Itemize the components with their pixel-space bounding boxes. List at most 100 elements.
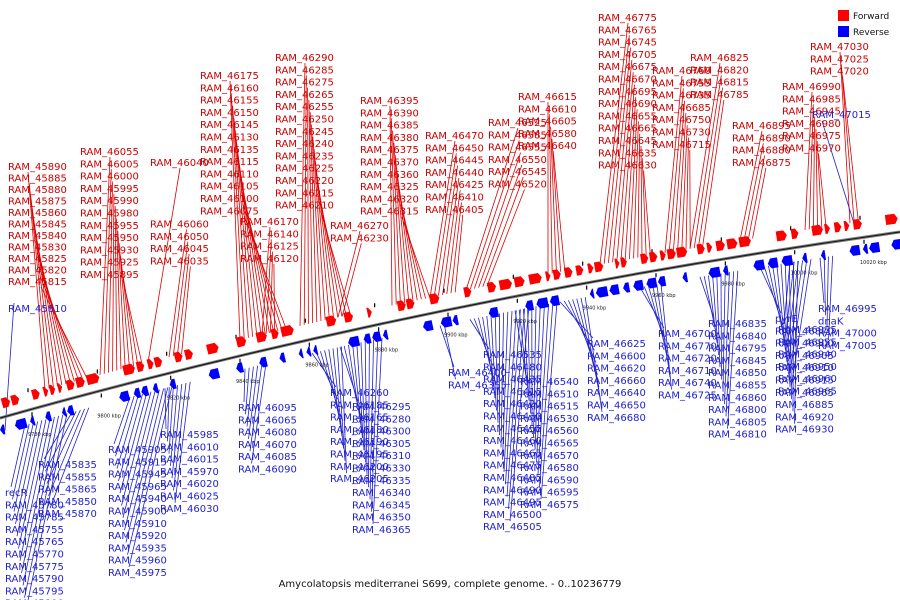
reverse-gene-label: RAM_46960 — [778, 374, 837, 385]
reverse-gene-label: RAM_46065 — [238, 415, 297, 426]
forward-gene-arrow — [270, 328, 279, 340]
forward-gene-label: RAM_46525 — [488, 118, 547, 129]
reverse-leader-line — [724, 272, 730, 405]
forward-leader-line — [311, 124, 322, 322]
forward-gene-label: RAM_46705 — [598, 50, 657, 61]
forward-gene-arrow — [706, 242, 713, 253]
forward-gene-label: RAM_46555 — [488, 143, 547, 154]
reverse-gene-label: RAM_45835 — [38, 460, 97, 471]
forward-gene-label: RAM_45990 — [80, 196, 139, 207]
reverse-gene-label: RAM_46565 — [520, 439, 579, 450]
forward-gene-arrow — [843, 220, 850, 232]
reverse-gene-label: RAM_45800 — [5, 599, 64, 600]
forward-gene-arrow — [563, 267, 573, 278]
reverse-gene-label: RAM_46200 — [330, 462, 389, 473]
tick-label: 10020 kbp — [860, 260, 887, 266]
forward-gene-label: RAM_46390 — [360, 108, 419, 119]
forward-gene-label: RAM_45815 — [8, 277, 67, 288]
forward-gene-label: RAM_46245 — [275, 127, 334, 138]
forward-gene-arrow — [463, 286, 472, 298]
forward-leader-line — [469, 140, 520, 290]
reverse-gene-label: RAM_45850 — [38, 497, 97, 508]
forward-gene-arrow — [775, 230, 787, 242]
reverse-leader-line — [533, 306, 537, 438]
reverse-leader-line — [772, 265, 786, 350]
forward-gene-arrow — [715, 240, 725, 252]
tick-label: 9800 kbp — [97, 414, 121, 420]
reverse-leader-line — [722, 272, 726, 392]
forward-gene-arrow — [183, 349, 193, 360]
forward-gene-label: RAM_46210 — [275, 201, 334, 212]
reverse-leader-line — [170, 384, 178, 466]
reverse-leader-line — [776, 264, 788, 363]
forward-leader-line — [117, 230, 126, 369]
forward-gene-arrow — [153, 356, 163, 368]
forward-leader-line — [616, 72, 634, 262]
forward-leader-line — [752, 167, 767, 239]
forward-leader-line — [103, 169, 112, 374]
forward-leader-line — [681, 125, 688, 251]
forward-gene-label: RAM_45860 — [8, 208, 67, 219]
reverse-leader-line — [19, 418, 51, 561]
forward-gene-label: RAM_46890 — [732, 133, 791, 144]
forward-gene-label: RAM_46765 — [598, 25, 657, 36]
reverse-gene-label: RAM_46180 — [330, 425, 389, 436]
forward-gene-label: RAM_46405 — [425, 205, 484, 216]
reverse-leader-line — [341, 346, 347, 474]
reverse-gene-label: RAM_46195 — [330, 450, 389, 461]
forward-leader-line — [392, 130, 401, 304]
reverse-gene-label: RAM_46600 — [587, 351, 646, 362]
forward-gene-label: RAM_46235 — [275, 151, 334, 162]
forward-gene-label: RAM_46240 — [275, 139, 334, 150]
forward-leader-line — [637, 133, 641, 258]
forward-gene-label: RAM_46255 — [275, 102, 334, 113]
forward-gene-label: RAM_45880 — [8, 185, 67, 196]
forward-leader-line — [599, 22, 629, 265]
reverse-gene-arrow — [15, 417, 28, 430]
reverse-gene-label: RAM_46910 — [775, 363, 834, 374]
reverse-gene-arrow — [133, 387, 142, 399]
forward-gene-label: RAM_46690 — [598, 99, 657, 110]
reverse-leader-line — [508, 308, 525, 509]
reverse-leader-line — [823, 257, 826, 316]
reverse-leader-line — [523, 308, 530, 401]
reverse-gene-arrow — [708, 266, 721, 278]
forward-leader-line — [40, 286, 88, 379]
reverse-leader-line — [113, 396, 131, 445]
reverse-gene-label: RAM_46530 — [520, 414, 579, 425]
reverse-leader-line — [786, 261, 799, 349]
reverse-leader-line — [792, 261, 794, 412]
reverse-gene-label: RAM_47015 — [812, 110, 871, 121]
forward-gene-label: RAM_46825 — [690, 53, 749, 64]
forward-gene-arrow — [552, 269, 561, 280]
reverse-gene-label: RAM_46335 — [352, 476, 411, 487]
reverse-leader-line — [794, 261, 799, 424]
reverse-gene-label: RAM_46515 — [520, 402, 579, 413]
forward-leader-line — [685, 137, 689, 250]
reverse-gene-arrow — [67, 405, 75, 416]
forward-leader-line — [398, 192, 422, 300]
reverse-leader-line — [443, 324, 456, 380]
reverse-gene-label: RAM_46595 — [520, 488, 579, 499]
reverse-gene-label: RAM_45765 — [5, 537, 64, 548]
reverse-gene-label: RAM_46800 — [708, 405, 767, 416]
forward-gene-label: RAM_46125 — [240, 242, 299, 253]
reverse-gene-label: RAM_46420 — [483, 399, 542, 410]
reverse-gene-label: RAM_46490 — [483, 485, 542, 496]
reverse-gene-label: RAM_46485 — [483, 473, 542, 484]
reverse-gene-label: RAM_46570 — [520, 451, 579, 462]
reverse-gene-label: RAM_45870 — [38, 509, 97, 520]
forward-gene-label: RAM_46050 — [150, 232, 209, 243]
reverse-gene-label: RAM_46165 — [330, 413, 389, 424]
reverse-gene-label: RAM_46015 — [160, 455, 219, 466]
reverse-gene-arrow — [609, 284, 620, 296]
reverse-leader-line — [174, 381, 191, 503]
forward-leader-line — [147, 167, 181, 363]
forward-leader-line — [813, 116, 815, 229]
forward-gene-arrow — [738, 236, 751, 248]
reverse-leader-line — [828, 255, 833, 340]
reverse-gene-label: RAM_46415 — [483, 387, 542, 398]
forward-leader-line — [108, 181, 113, 373]
reverse-gene-label: RAM_46640 — [587, 388, 646, 399]
reverse-leader-line — [125, 388, 164, 543]
